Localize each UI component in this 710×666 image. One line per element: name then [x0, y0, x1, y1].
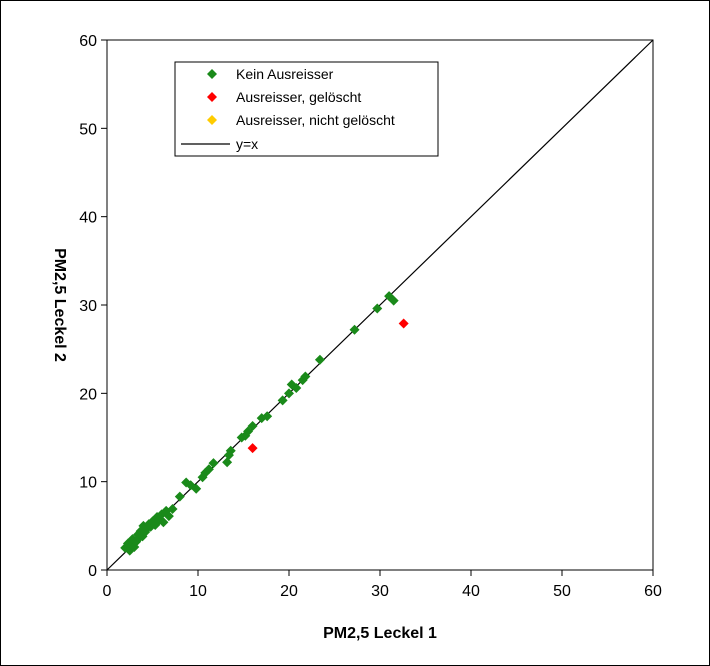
x-tick-label: 10 — [189, 583, 207, 600]
legend-marker-kein-ausreisser — [207, 69, 217, 79]
y-tick-label: 50 — [79, 121, 97, 138]
x-tick-label: 30 — [371, 583, 389, 600]
y-tick-label: 40 — [79, 210, 97, 227]
point-kein-ausreisser — [262, 411, 273, 422]
point-kein-ausreisser — [291, 383, 302, 394]
point-kein-ausreisser — [284, 388, 294, 399]
point-kein-ausreisser — [163, 511, 174, 522]
y-tick-label: 10 — [79, 475, 97, 492]
point-kein-ausreisser — [247, 421, 258, 432]
y-tick-label: 60 — [79, 33, 97, 50]
point-kein-ausreisser — [174, 491, 185, 502]
point-kein-ausreisser — [225, 445, 236, 456]
legend-label-yx: y=x — [236, 136, 258, 152]
legend-label-ausreisser-nicht-geloescht: Ausreisser, nicht gelöscht — [236, 112, 395, 128]
legend-label-ausreisser-geloescht: Ausreisser, gelöscht — [236, 89, 361, 105]
y-tick-label: 0 — [88, 563, 97, 580]
point-kein-ausreisser — [158, 517, 169, 528]
x-axis-ticks: 0 10 20 30 40 50 60 — [103, 570, 662, 600]
point-kein-ausreisser — [208, 458, 219, 469]
x-tick-label: 0 — [103, 583, 112, 600]
point-kein-ausreisser — [388, 295, 399, 306]
y-axis-title: PM2,5 Leckel 2 — [51, 248, 68, 362]
y-tick-label: 20 — [79, 386, 97, 403]
x-tick-label: 50 — [553, 583, 571, 600]
x-axis-title: PM2,5 Leckel 1 — [323, 625, 437, 642]
data-points — [120, 291, 409, 556]
y-axis-ticks: 0 10 20 30 40 50 60 — [79, 33, 107, 580]
point-kein-ausreisser — [372, 303, 383, 314]
x-tick-label: 40 — [462, 583, 480, 600]
legend-marker-ausreisser-nicht-geloescht — [207, 115, 217, 125]
point-kein-ausreisser — [191, 483, 202, 494]
point-kein-ausreisser — [222, 457, 233, 468]
point-ausreisser-geloescht — [247, 443, 258, 454]
x-tick-label: 20 — [280, 583, 298, 600]
point-kein-ausreisser — [167, 504, 178, 515]
reference-line-yx — [106, 39, 654, 571]
point-kein-ausreisser — [277, 395, 288, 406]
point-kein-ausreisser — [300, 371, 311, 382]
y-tick-label: 30 — [79, 298, 97, 315]
legend-marker-ausreisser-geloescht — [207, 92, 217, 102]
point-kein-ausreisser — [203, 464, 214, 475]
legend-label-kein-ausreisser: Kein Ausreisser — [236, 66, 334, 82]
legend: Kein Ausreisser Ausreisser, gelöscht Aus… — [174, 61, 439, 157]
point-kein-ausreisser — [314, 354, 325, 365]
point-kein-ausreisser — [349, 324, 360, 335]
legend-box — [174, 61, 439, 157]
x-tick-label: 60 — [644, 583, 662, 600]
point-ausreisser-geloescht — [398, 318, 409, 329]
